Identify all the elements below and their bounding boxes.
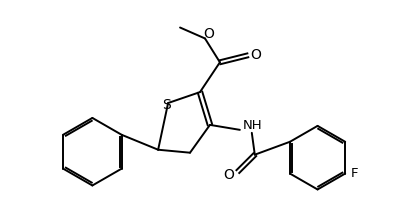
Text: NH: NH: [243, 119, 262, 132]
Text: O: O: [204, 27, 214, 42]
Text: O: O: [250, 48, 261, 62]
Text: S: S: [162, 98, 171, 112]
Text: F: F: [350, 167, 358, 180]
Text: O: O: [223, 168, 234, 181]
